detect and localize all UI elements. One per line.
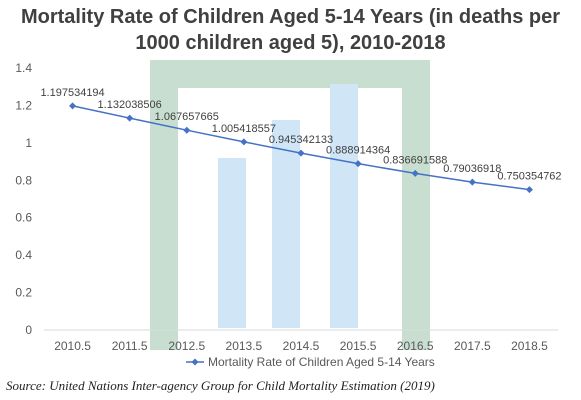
x-tick-label: 2016.5 (397, 339, 434, 353)
chart-title-line-2: 1000 children aged 5), 2010-2018 (135, 32, 446, 54)
data-point (468, 178, 476, 186)
y-tick-label: 0.6 (15, 211, 32, 225)
data-point (411, 169, 419, 177)
y-tick-label: 0.4 (15, 248, 32, 262)
chart-legend: Mortality Rate of Children Aged 5-14 Yea… (186, 355, 435, 369)
data-point (354, 160, 362, 168)
x-tick-label: 2012.5 (168, 339, 205, 353)
data-label: 1.197534194 (40, 87, 104, 99)
watermark-bar (272, 120, 300, 328)
y-tick-label: 1 (25, 136, 32, 150)
y-tick-label: 0.8 (15, 173, 32, 187)
data-point (69, 102, 77, 110)
data-label: 1.132038506 (98, 99, 162, 111)
source-note: Source: United Nations Inter-agency Grou… (6, 378, 435, 393)
watermark-frame (150, 60, 430, 350)
y-tick-label: 1.4 (15, 61, 32, 75)
watermark-logo (150, 60, 430, 350)
watermark-frame-inner (178, 88, 402, 350)
y-tick-label: 0 (25, 323, 32, 337)
data-label: 0.888914364 (326, 145, 390, 157)
x-tick-label: 2011.5 (112, 339, 148, 353)
x-tick-label: 2017.5 (454, 339, 491, 353)
y-tick-label: 1.2 (15, 98, 32, 112)
x-tick-label: 2014.5 (283, 339, 320, 353)
data-label: 0.79036918 (443, 163, 501, 175)
x-tick-label: 2018.5 (511, 339, 548, 353)
data-label: 0.750354762 (497, 171, 561, 183)
data-label: 0.945342133 (269, 134, 333, 146)
data-label: 1.067657665 (155, 111, 219, 123)
x-tick-label: 2013.5 (226, 339, 263, 353)
data-point (183, 126, 191, 134)
legend-label: Mortality Rate of Children Aged 5-14 Yea… (208, 355, 435, 369)
x-tick-label: 2010.5 (54, 339, 91, 353)
data-point (297, 149, 305, 157)
chart-title-line-1: Mortality Rate of Children Aged 5-14 Yea… (20, 6, 561, 28)
watermark-bar (330, 84, 358, 328)
data-point (525, 186, 533, 194)
data-label: 1.005418557 (212, 123, 276, 135)
data-point (126, 114, 134, 122)
y-tick-label: 0.2 (15, 286, 32, 300)
chart-axes: 0 0.2 0.4 0.6 0.8 1 1.2 1.4 2010.5 2011.5 2012.5 20… (15, 61, 558, 353)
data-label: 0.836691588 (383, 154, 447, 166)
chart-title: Mortality Rate of Children Aged 5-14 Yea… (0, 4, 581, 56)
chart-series: 1.1975341941.1320385061.0676576651.00541… (40, 87, 562, 194)
data-point (240, 138, 248, 146)
x-tick-label: 2015.5 (340, 339, 377, 353)
watermark-bar (218, 158, 246, 328)
legend-marker (191, 358, 199, 366)
